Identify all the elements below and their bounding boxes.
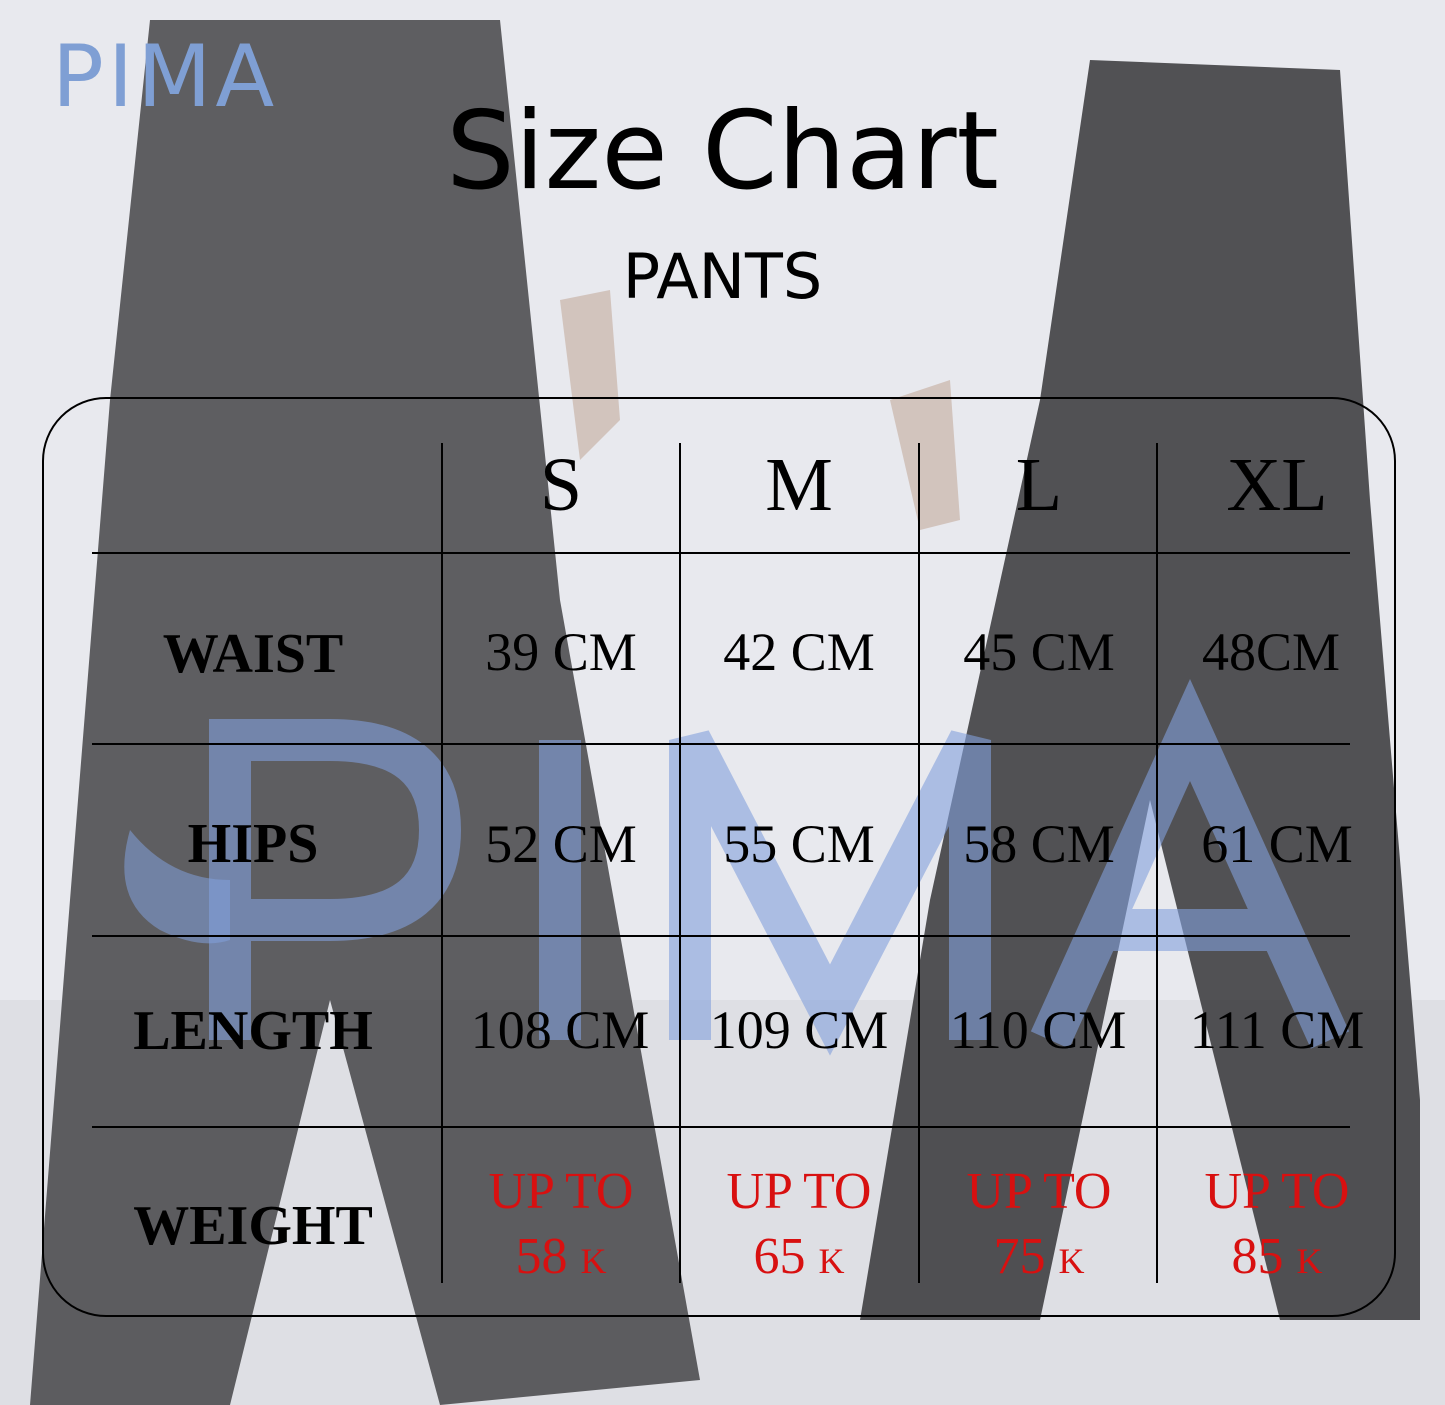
weight-unit: K xyxy=(1058,1241,1085,1281)
divider xyxy=(92,1126,1350,1128)
table-cell: 52 CM xyxy=(485,814,637,874)
table-cell: 39 CM xyxy=(485,622,637,682)
weight-unit: K xyxy=(580,1241,607,1281)
weight-value: 65 xyxy=(753,1228,806,1285)
divider xyxy=(92,552,1350,554)
row-label-length: LENGTH xyxy=(133,1000,373,1062)
table-cell: 110 CM xyxy=(949,1000,1127,1060)
table-cell: 109 CM xyxy=(709,1000,889,1060)
weight-prefix: UP TO xyxy=(1204,1163,1350,1220)
size-header-xl: XL xyxy=(1226,443,1328,527)
weight-value: 75 xyxy=(993,1228,1046,1285)
row-label-weight: WEIGHT xyxy=(133,1195,373,1257)
weight-value: 85 xyxy=(1231,1228,1284,1285)
weight-cell: UP TO 85 K xyxy=(1158,1159,1396,1289)
page-subtitle: PANTS xyxy=(622,240,823,313)
weight-unit: K xyxy=(818,1241,845,1281)
weight-prefix: UP TO xyxy=(488,1163,634,1220)
divider xyxy=(92,743,1350,745)
table-cell: 42 CM xyxy=(723,622,875,682)
size-header-m: M xyxy=(765,443,833,527)
weight-value: 58 xyxy=(515,1228,568,1285)
table-cell: 55 CM xyxy=(723,814,875,874)
weight-unit: K xyxy=(1296,1241,1323,1281)
page-title: Size Chart xyxy=(446,89,999,214)
size-header-l: L xyxy=(1015,443,1063,527)
divider xyxy=(1156,443,1158,1283)
divider xyxy=(918,443,920,1283)
weight-cell: UP TO 58 K xyxy=(442,1159,680,1289)
divider xyxy=(679,443,681,1283)
brand-logo: PIMA xyxy=(52,27,279,127)
table-cell: 48CM xyxy=(1201,622,1341,682)
row-label-waist: WAIST xyxy=(162,623,344,685)
weight-cell: UP TO 75 K xyxy=(920,1159,1158,1289)
row-label-hips: HIPS xyxy=(187,813,319,875)
divider xyxy=(92,935,1350,937)
weight-prefix: UP TO xyxy=(726,1163,872,1220)
table-cell: 58 CM xyxy=(963,814,1115,874)
table-cell: 61 CM xyxy=(1201,814,1353,874)
table-cell: 111 CM xyxy=(1189,1000,1365,1060)
weight-prefix: UP TO xyxy=(966,1163,1112,1220)
table-cell: 108 CM xyxy=(470,1000,650,1060)
divider xyxy=(441,443,443,1283)
size-header-s: S xyxy=(539,443,583,527)
size-table-frame xyxy=(42,397,1396,1317)
table-cell: 45 CM xyxy=(963,622,1115,682)
weight-cell: UP TO 65 K xyxy=(680,1159,918,1289)
